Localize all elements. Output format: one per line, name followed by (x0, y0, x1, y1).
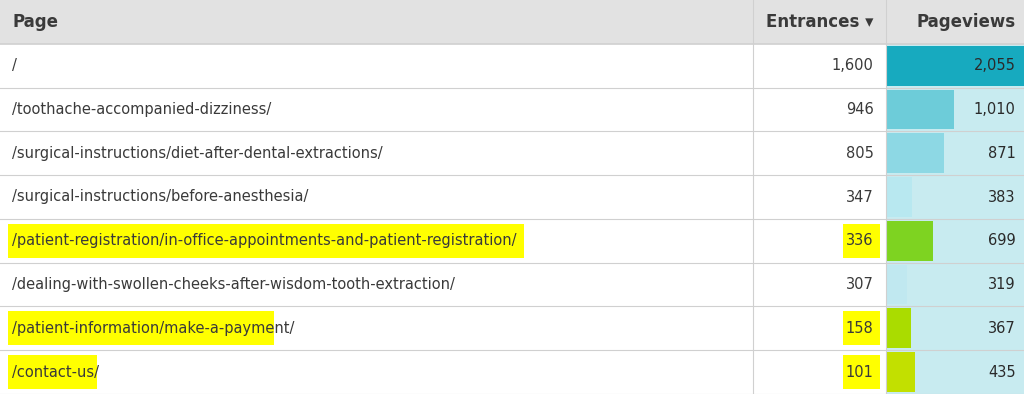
Bar (886, 87, 1024, 131)
Text: /surgical-instructions/diet-after-dental-extractions/: /surgical-instructions/diet-after-dental… (12, 146, 383, 161)
Bar (0, 0, 1024, 44)
Bar (0, 175, 886, 219)
Text: 367: 367 (988, 321, 1016, 336)
Bar (0, 307, 886, 350)
Bar (886, 307, 1024, 350)
Text: 1,600: 1,600 (831, 58, 873, 73)
Text: 101: 101 (846, 364, 873, 379)
Bar (886, 133, 944, 173)
Bar (0, 131, 886, 175)
Bar (8, 224, 524, 258)
Text: 158: 158 (846, 321, 873, 336)
Bar (8, 355, 96, 389)
Bar (886, 350, 1024, 394)
Text: 871: 871 (988, 146, 1016, 161)
Bar (0, 263, 886, 307)
Text: Pageviews: Pageviews (916, 13, 1016, 31)
Text: Entrances ▾: Entrances ▾ (766, 13, 873, 31)
Bar (886, 352, 915, 392)
Bar (843, 311, 880, 346)
Bar (843, 224, 880, 258)
Bar (886, 44, 1024, 87)
Bar (886, 89, 953, 129)
Bar (886, 131, 1024, 175)
Bar (0, 87, 886, 131)
Text: /surgical-instructions/before-anesthesia/: /surgical-instructions/before-anesthesia… (12, 190, 308, 204)
Text: 319: 319 (988, 277, 1016, 292)
Text: 383: 383 (988, 190, 1016, 204)
Text: /patient-information/make-a-payment/: /patient-information/make-a-payment/ (12, 321, 295, 336)
Bar (886, 265, 907, 305)
Bar (886, 219, 1024, 263)
Bar (886, 263, 1024, 307)
Text: 946: 946 (846, 102, 873, 117)
Text: 336: 336 (846, 233, 873, 248)
Bar (0, 44, 886, 87)
Bar (886, 177, 911, 217)
Bar (8, 311, 273, 346)
Bar (0, 219, 886, 263)
Text: 805: 805 (846, 146, 873, 161)
Text: /contact-us/: /contact-us/ (12, 364, 99, 379)
Text: /patient-registration/in-office-appointments-and-patient-registration/: /patient-registration/in-office-appointm… (12, 233, 517, 248)
Text: 2,055: 2,055 (974, 58, 1016, 73)
Bar (886, 175, 1024, 219)
Text: Page: Page (12, 13, 58, 31)
Text: 347: 347 (846, 190, 873, 204)
Text: /dealing-with-swollen-cheeks-after-wisdom-tooth-extraction/: /dealing-with-swollen-cheeks-after-wisdo… (12, 277, 455, 292)
Bar (886, 309, 910, 348)
Text: /toothache-accompanied-dizziness/: /toothache-accompanied-dizziness/ (12, 102, 271, 117)
Bar (843, 355, 880, 389)
Bar (886, 46, 1024, 85)
Text: 1,010: 1,010 (974, 102, 1016, 117)
Text: /: / (12, 58, 17, 73)
Bar (886, 221, 933, 261)
Text: 699: 699 (988, 233, 1016, 248)
Text: 435: 435 (988, 364, 1016, 379)
Bar (0, 350, 886, 394)
Text: 307: 307 (846, 277, 873, 292)
